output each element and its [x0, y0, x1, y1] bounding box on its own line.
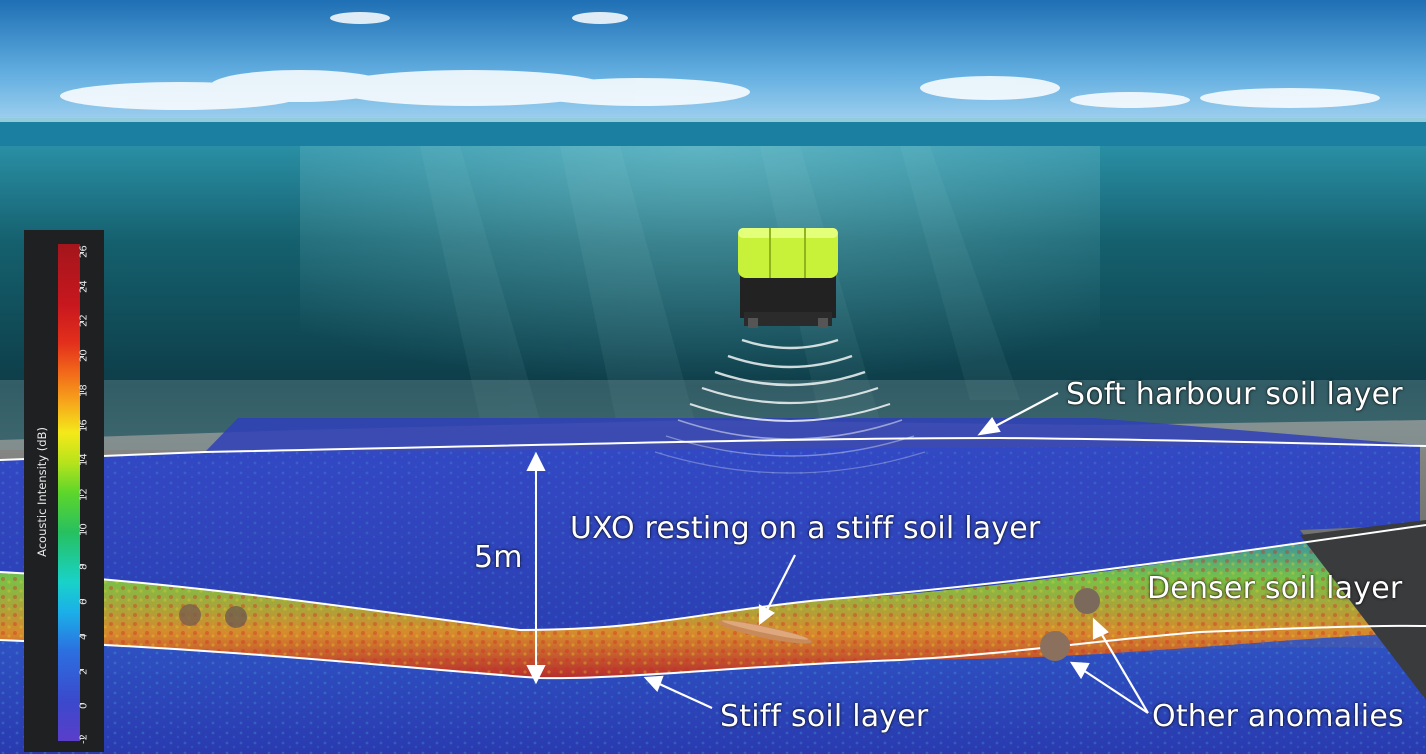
- colorbar-tickmark: [80, 425, 84, 427]
- colorbar-tickmark: [80, 564, 84, 566]
- colorbar-tickmark: [80, 321, 84, 323]
- depth-label: 5m: [474, 540, 523, 575]
- other-anomalies-label: Other anomalies: [1152, 699, 1404, 734]
- colorbar-tickmark: [80, 286, 84, 288]
- soft-layer-label: Soft harbour soil layer: [1066, 377, 1403, 412]
- colorbar-tickmark: [80, 633, 84, 635]
- colorbar-tickmark: [80, 495, 84, 496]
- colorbar-tickmark: [80, 703, 84, 705]
- denser-layer-label: Denser soil layer: [1147, 571, 1403, 606]
- uxo-label: UXO resting on a stiff soil layer: [570, 511, 1041, 546]
- colorbar-tickmark: [80, 599, 84, 601]
- stiff-layer-label: Stiff soil layer: [720, 699, 929, 734]
- colorbar-tick-label: -2: [78, 734, 90, 744]
- colorbar-tick-label: 14: [78, 453, 90, 467]
- colorbar-gradient: [58, 244, 80, 741]
- colorbar-tick-label: 8: [78, 564, 90, 571]
- rov-vehicle-icon: [738, 228, 838, 328]
- colorbar-tick-label: 10: [78, 522, 90, 536]
- colorbar-legend: Acoustic Intensity (dB) -2 0 2 4 6 8 10 12 14 16 1…: [24, 230, 104, 752]
- colorbar-tickmark: [80, 252, 84, 253]
- uxo-shell-icon: [718, 620, 812, 644]
- colorbar-tick-label: 12: [78, 488, 90, 501]
- colorbar-tickmark: [80, 738, 84, 739]
- colorbar-tick-label: 0: [78, 702, 90, 710]
- colorbar-title: Acoustic Intensity (dB): [35, 427, 49, 557]
- colorbar-tick-label: 16: [78, 418, 90, 432]
- colorbar-tick-label: 4: [78, 633, 90, 640]
- sonar-wave-icon: [654, 338, 926, 474]
- colorbar-tick-label: 20: [78, 349, 90, 363]
- colorbar-tickmark: [80, 668, 84, 670]
- colorbar-tick-label: 18: [78, 384, 90, 397]
- colorbar-tickmark: [80, 460, 84, 462]
- colorbar-tickmark: [80, 356, 84, 358]
- colorbar-tick-label: 24: [78, 279, 90, 293]
- colorbar-tick-label: 26: [78, 245, 90, 258]
- colorbar-tickmark: [80, 390, 84, 392]
- anomaly-rock-icon: [179, 588, 1100, 661]
- colorbar-tick-label: 22: [78, 314, 90, 328]
- colorbar-tick-label: 2: [78, 668, 90, 675]
- colorbar-tickmark: [80, 529, 84, 531]
- colorbar-tick-label: 6: [78, 598, 90, 606]
